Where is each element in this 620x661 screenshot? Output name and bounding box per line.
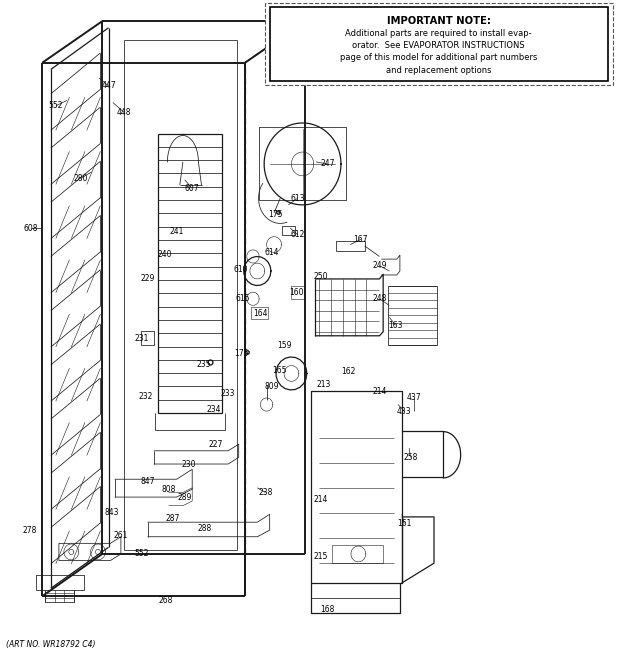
Text: 215: 215 <box>314 552 329 561</box>
Text: 235: 235 <box>196 360 211 369</box>
Text: 552: 552 <box>48 101 63 110</box>
Text: 261: 261 <box>113 531 128 540</box>
Text: 614: 614 <box>264 248 279 257</box>
Text: (ART NO. WR18792 C4): (ART NO. WR18792 C4) <box>6 640 95 649</box>
Text: 433: 433 <box>397 407 412 416</box>
Text: 213: 213 <box>316 380 331 389</box>
Text: 229: 229 <box>140 274 155 284</box>
Text: 238: 238 <box>258 488 273 497</box>
Text: 607: 607 <box>185 184 200 193</box>
Text: 163: 163 <box>388 321 403 330</box>
Text: 233: 233 <box>221 389 236 398</box>
Text: 615: 615 <box>236 294 250 303</box>
Text: 232: 232 <box>138 392 153 401</box>
Text: 168: 168 <box>320 605 335 614</box>
Text: 612: 612 <box>290 230 305 239</box>
Text: 608: 608 <box>24 223 38 233</box>
Text: 165: 165 <box>272 366 286 375</box>
Text: 248: 248 <box>372 294 387 303</box>
Text: 613: 613 <box>290 194 305 203</box>
Text: 175: 175 <box>268 210 283 219</box>
Text: 241: 241 <box>169 227 184 236</box>
Text: 214: 214 <box>372 387 387 396</box>
FancyBboxPatch shape <box>265 3 613 85</box>
FancyBboxPatch shape <box>270 7 608 81</box>
Text: 287: 287 <box>165 514 180 524</box>
Text: 447: 447 <box>101 81 116 91</box>
Text: 250: 250 <box>314 272 329 281</box>
Text: 448: 448 <box>117 108 131 117</box>
Text: 175: 175 <box>234 349 249 358</box>
Text: 162: 162 <box>341 367 356 376</box>
Text: 843: 843 <box>104 508 119 517</box>
Text: 240: 240 <box>157 250 172 259</box>
Text: Additional parts are required to install evap-
orator.  See EVAPORATOR INSTRUCTI: Additional parts are required to install… <box>340 29 538 75</box>
Text: 258: 258 <box>403 453 418 462</box>
Text: 809: 809 <box>264 382 279 391</box>
Text: 160: 160 <box>289 288 304 297</box>
Text: 231: 231 <box>134 334 149 343</box>
Text: 167: 167 <box>353 235 368 244</box>
Text: 161: 161 <box>397 519 412 528</box>
Text: 278: 278 <box>22 525 37 535</box>
Text: 164: 164 <box>253 309 268 319</box>
Text: 610: 610 <box>233 265 248 274</box>
Text: 227: 227 <box>208 440 223 449</box>
Text: 159: 159 <box>277 340 291 350</box>
Text: 249: 249 <box>372 261 387 270</box>
Text: 230: 230 <box>182 459 197 469</box>
Text: 808: 808 <box>161 485 176 494</box>
Text: 280: 280 <box>73 174 88 183</box>
Text: 552: 552 <box>134 549 149 559</box>
Text: 234: 234 <box>206 405 221 414</box>
Text: 437: 437 <box>407 393 422 403</box>
Text: 214: 214 <box>314 494 329 504</box>
Text: 847: 847 <box>140 477 155 486</box>
Text: 247: 247 <box>320 159 335 169</box>
Text: IMPORTANT NOTE:: IMPORTANT NOTE: <box>387 16 490 26</box>
Text: 289: 289 <box>177 492 192 502</box>
Text: 268: 268 <box>159 596 174 605</box>
Text: 288: 288 <box>198 524 211 533</box>
